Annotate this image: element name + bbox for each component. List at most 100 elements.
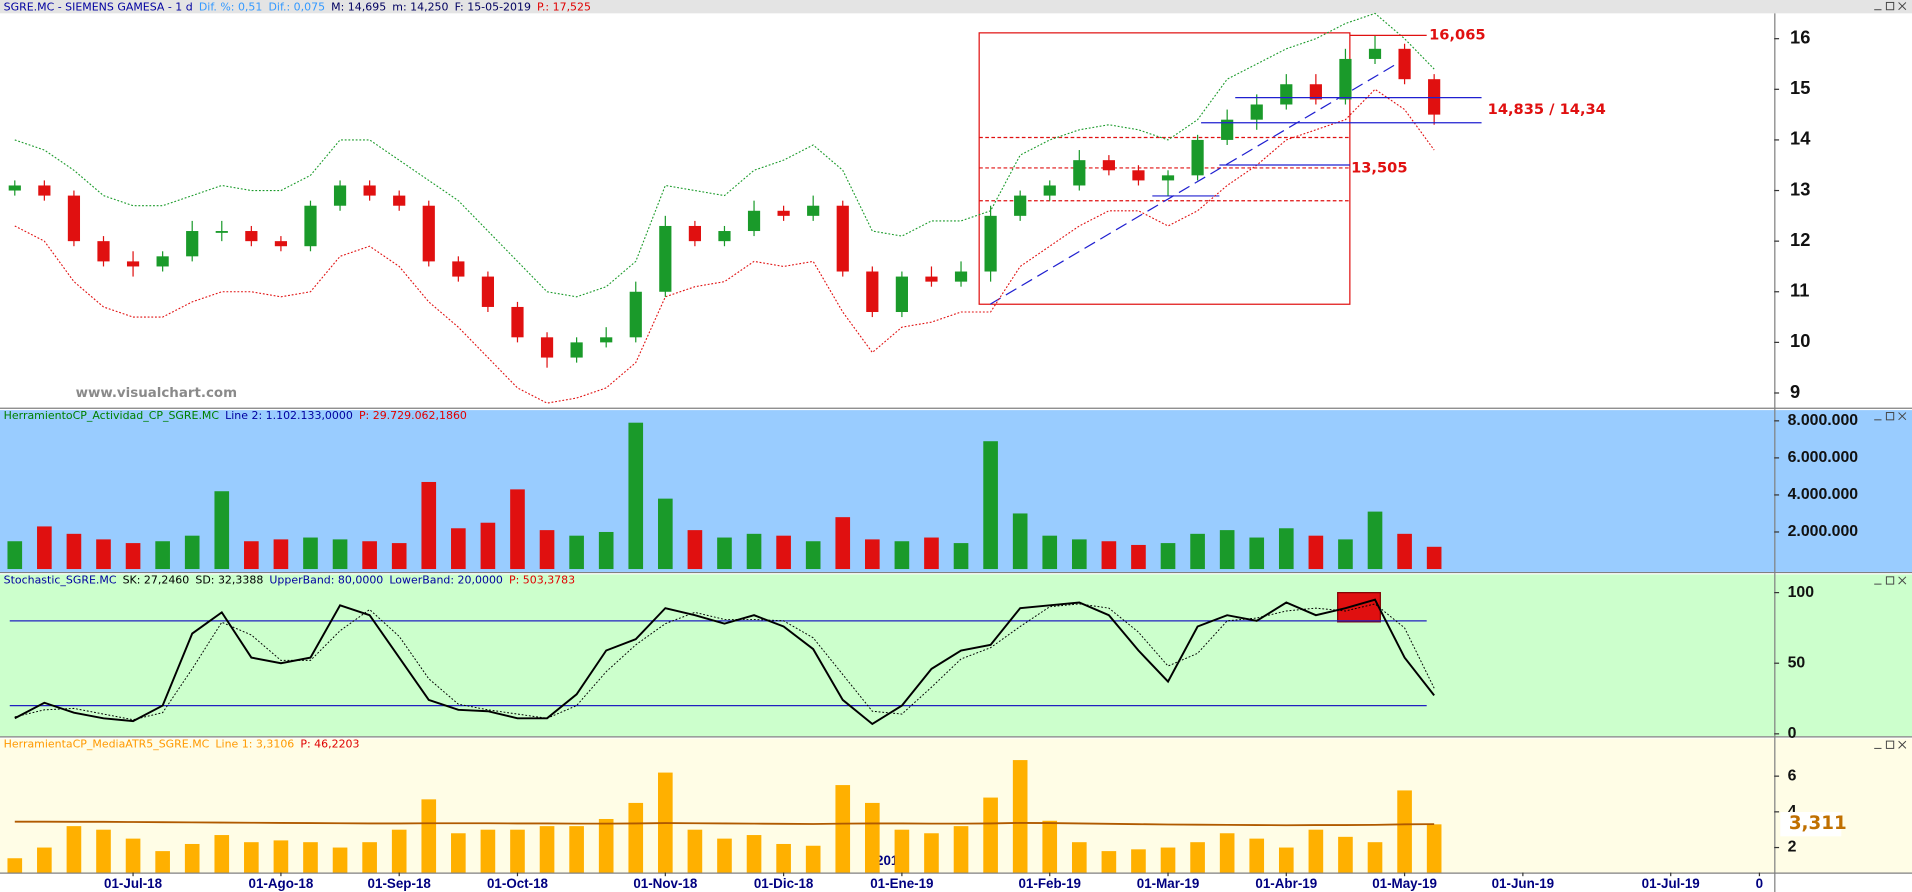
bar [776, 843, 791, 873]
bar [924, 537, 939, 570]
bar [480, 522, 496, 570]
bar [303, 537, 318, 570]
y-tick-label: 10 [1790, 330, 1810, 351]
bar [244, 541, 259, 570]
bar [865, 539, 880, 570]
y-tick-label: 11 [1790, 280, 1809, 301]
candle-body [422, 205, 435, 262]
window-buttons[interactable] [1874, 740, 1907, 749]
candle-body [1368, 48, 1382, 59]
bar [687, 530, 703, 570]
candle-body [925, 276, 938, 282]
header-item: m: 14,250 [392, 0, 448, 13]
bar [598, 531, 614, 570]
level-label: 13,505 [1351, 160, 1407, 177]
bar [1190, 533, 1205, 570]
candle-body [245, 231, 258, 242]
bar [1397, 790, 1412, 873]
bar [1042, 820, 1058, 873]
candle-body [274, 241, 288, 247]
header-item: UpperBand: 80,0000 [269, 573, 383, 586]
bar [7, 541, 23, 570]
bar [125, 838, 141, 873]
bar [687, 829, 703, 873]
bar [658, 498, 673, 570]
candle-body [984, 215, 997, 272]
candle-body [1339, 58, 1352, 100]
candle-body [1428, 79, 1441, 115]
value-marker-label: 3,311 [1789, 813, 1847, 834]
bar [924, 833, 939, 873]
window-buttons[interactable] [1874, 576, 1907, 585]
candle-body [156, 256, 169, 267]
bar [125, 543, 141, 570]
bar [1160, 847, 1176, 873]
header-item: SK: 27,2460 [123, 573, 190, 586]
x-tick-label: 0 [1756, 876, 1763, 891]
candle-body [659, 225, 672, 292]
x-tick-label: 01-May-19 [1372, 876, 1437, 891]
header-item: M: 14,695 [331, 0, 386, 13]
separators [0, 13, 1912, 892]
candle-body [97, 241, 110, 262]
candle-body [718, 231, 731, 242]
stochastic-panel [0, 574, 1912, 737]
header-bar [0, 0, 1912, 14]
bar [776, 535, 791, 570]
candle-body [1280, 84, 1293, 105]
header-item: Dif.: 0,075 [268, 0, 325, 13]
bar [1012, 513, 1028, 570]
header-item: Line 1: 3,3106 [215, 738, 294, 751]
y-tick-label: 6 [1788, 767, 1797, 784]
bar [273, 840, 289, 873]
x-tick-label: 01-Jun-19 [1492, 876, 1555, 891]
y-tick-label: 0 [1788, 725, 1797, 742]
bar [1131, 544, 1146, 570]
bar [303, 842, 318, 873]
candle-body [1161, 175, 1175, 181]
bar [1338, 539, 1353, 570]
bar [184, 535, 200, 570]
bar [1131, 849, 1146, 873]
x-tick-label: 01-Nov-18 [633, 876, 698, 891]
watermark: www.visualchart.com [76, 386, 237, 401]
y-tick-label: 15 [1790, 77, 1810, 98]
bar [569, 826, 584, 873]
bar [1367, 511, 1383, 570]
candle-body [1102, 160, 1115, 171]
candle-body [1132, 170, 1145, 181]
candle-body [747, 210, 761, 232]
bar [805, 845, 821, 873]
candle-body [1398, 48, 1411, 80]
y-tick-label: 14 [1790, 128, 1811, 149]
header-item: LowerBand: 20,0000 [389, 573, 503, 586]
window-controls [1874, 1, 1907, 749]
window-buttons[interactable] [1874, 1, 1907, 11]
bar [480, 829, 496, 873]
bar [155, 851, 170, 873]
bar [214, 835, 230, 873]
candle-body [67, 195, 81, 242]
bar [1249, 537, 1265, 570]
plot [9, 598, 1435, 726]
bar [746, 533, 762, 570]
bar [66, 533, 82, 570]
x-tick-label: 01-Ene-19 [870, 876, 933, 891]
header-item: SGRE.MC - SIEMENS GAMESA - 1 d [4, 0, 193, 13]
candle-body [688, 225, 701, 242]
panel-header: SGRE.MC - SIEMENS GAMESA - 1 d Dif. %: 0,… [4, 0, 591, 13]
window-buttons[interactable] [1874, 412, 1907, 421]
bar [510, 829, 525, 873]
envelope-line [14, 12, 1435, 298]
bar [66, 826, 82, 873]
bar [953, 826, 969, 873]
bar [96, 539, 111, 570]
range-label: 14,835 / 14,34 [1488, 101, 1606, 118]
bar [539, 530, 555, 570]
bar [598, 818, 614, 873]
bar [7, 858, 23, 873]
header-item: F: 15-05-2019 [455, 0, 531, 13]
bar [1071, 539, 1087, 570]
y-tick-label: 8.000.000 [1788, 412, 1859, 429]
